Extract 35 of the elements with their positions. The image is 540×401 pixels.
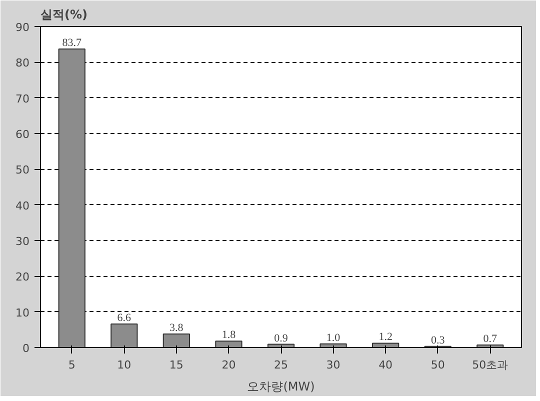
y-tick-label: 50: [16, 164, 30, 177]
data-label: 1.8: [222, 329, 236, 342]
y-tick-label: 60: [16, 128, 30, 141]
y-tick-label: 70: [16, 92, 30, 106]
x-tick-label: 20: [222, 358, 236, 372]
x-tick-label: 15: [169, 358, 184, 372]
y-tick-label: 10: [16, 306, 30, 320]
y-tick-label: 90: [16, 21, 30, 34]
y-tick-label: 80: [16, 56, 30, 70]
data-label: 0.7: [483, 333, 498, 346]
x-tick-label: 40: [378, 358, 393, 372]
x-tick-label: 50초과: [472, 358, 508, 372]
data-label: 0.3: [430, 334, 446, 346]
bar: [215, 340, 242, 348]
y-tick-label: 30: [16, 235, 30, 248]
data-label: 1.0: [326, 332, 341, 344]
x-tick-label: 50: [430, 358, 445, 372]
bar: [162, 333, 190, 348]
x-tick-label: 25: [274, 358, 288, 372]
x-tick-label: 30: [326, 358, 340, 372]
y-axis-title: 실적(%): [40, 8, 88, 22]
data-label: 1.2: [378, 331, 392, 344]
data-label: 83.7: [62, 36, 82, 49]
data-label: 0.9: [274, 332, 288, 344]
data-label: 6.6: [117, 312, 132, 324]
y-tick-label: 20: [16, 270, 30, 284]
y-tick-label: 40: [16, 199, 30, 212]
x-tick-label: 5: [68, 358, 76, 372]
bar: [58, 48, 86, 348]
bar: [372, 342, 400, 348]
y-tick-label: 0: [22, 342, 30, 355]
data-label: 3.8: [170, 322, 184, 334]
bar: [110, 323, 138, 348]
x-axis-title: 오차량(MW): [247, 380, 315, 394]
x-tick-label: 10: [117, 358, 132, 372]
